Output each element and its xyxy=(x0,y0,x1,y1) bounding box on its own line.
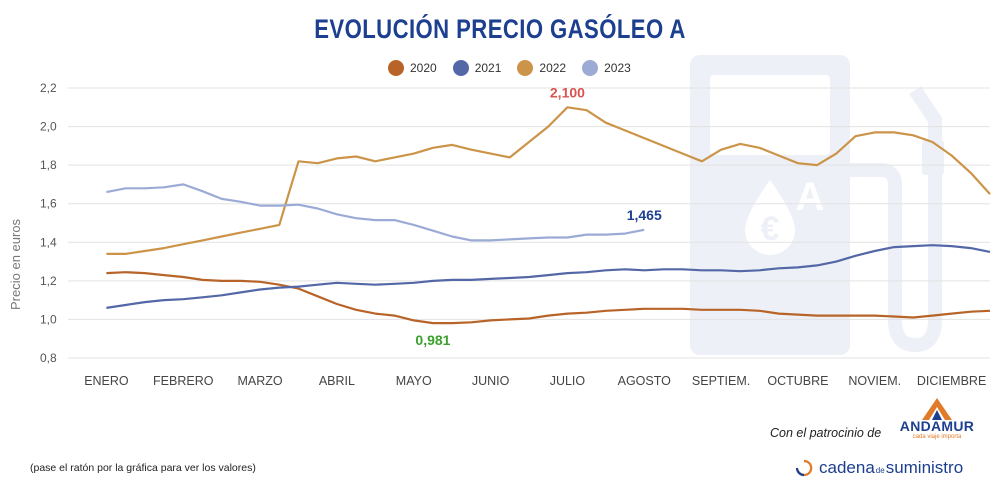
andamur-tagline: cada viaje importa xyxy=(912,434,962,440)
x-tick-label: ABRIL xyxy=(319,374,355,388)
series-lines xyxy=(106,106,991,325)
andamur-name: ANDAMUR xyxy=(899,418,975,434)
cadena-part1: cadena xyxy=(819,458,875,477)
y-tick-label: 1,4 xyxy=(40,235,57,249)
legend-label: 2021 xyxy=(474,61,502,75)
series-line-2023[interactable] xyxy=(106,183,645,242)
x-tick-label: OCTUBRE xyxy=(767,374,828,388)
sponsor-text: Con el patrocinio de xyxy=(770,426,882,440)
y-tick-label: 2,0 xyxy=(40,120,57,134)
legend-item-2022[interactable]: 2022 xyxy=(517,60,566,76)
x-tick-label: NOVIEM. xyxy=(848,374,901,388)
annotation-2020: 0,981 xyxy=(415,332,450,348)
cadena-part2: de xyxy=(875,466,885,475)
legend-item-2023[interactable]: 2023 xyxy=(582,60,631,76)
svg-text:€: € xyxy=(761,210,780,248)
x-tick-label: ENERO xyxy=(84,374,129,388)
annotation-2022: 2,100 xyxy=(550,84,585,100)
x-tick-label: FEBRERO xyxy=(153,374,214,388)
x-tick-label: JULIO xyxy=(550,374,586,388)
axes: 0,8 1,0 1,2 1,4 1,6 1,8 2,0 2,2 ENERO FEBRERO MARZ… xyxy=(8,81,986,388)
y-tick-label: 1,6 xyxy=(40,197,57,211)
legend-marker xyxy=(452,60,469,76)
legend-marker xyxy=(582,60,599,76)
svg-text:A: A xyxy=(796,175,825,219)
y-axis-label: Precio en euros xyxy=(8,218,23,310)
chart-title: EVOLUCIÓN PRECIO GASÓLEO A xyxy=(314,14,686,44)
legend: 2020 2021 2022 2023 xyxy=(388,60,631,76)
legend-label: 2022 xyxy=(539,61,567,75)
fuel-pump-icon: € A xyxy=(690,55,944,355)
x-tick-label: MARZO xyxy=(238,374,283,388)
legend-label: 2023 xyxy=(604,61,631,75)
cadena-logo[interactable]: cadena de suministro xyxy=(795,458,963,478)
x-tick-label: AGOSTO xyxy=(618,374,672,388)
series-line-2021[interactable] xyxy=(106,244,991,309)
legend-marker xyxy=(388,60,404,76)
x-tick-label: SEPTIEM. xyxy=(692,374,750,388)
cadena-refresh-icon xyxy=(795,459,813,477)
series-line-2020[interactable] xyxy=(106,271,991,325)
annotation-2023: 1,465 xyxy=(627,207,662,223)
y-tick-label: 1,0 xyxy=(40,312,57,326)
annotations: 2,100 1,465 0,981 xyxy=(415,84,662,348)
x-tick-label: JUNIO xyxy=(472,374,510,388)
x-tick-label: MAYO xyxy=(396,374,432,388)
legend-label: 2020 xyxy=(410,61,437,75)
x-tick-label: DICIEMBRE xyxy=(917,374,986,388)
y-tick-label: 0,8 xyxy=(40,351,57,365)
hover-note: (pase el ratón por la gráfica para ver l… xyxy=(30,462,256,474)
y-tick-label: 1,2 xyxy=(40,274,57,288)
series-line-2022[interactable] xyxy=(106,106,991,255)
cadena-part3: suministro xyxy=(885,458,964,477)
legend-item-2021[interactable]: 2021 xyxy=(452,60,502,76)
legend-marker xyxy=(517,60,534,76)
y-tick-label: 1,8 xyxy=(40,158,57,172)
y-tick-label: 2,2 xyxy=(40,81,57,95)
andamur-a-icon xyxy=(922,398,952,420)
andamur-logo[interactable]: ANDAMUR cada viaje importa xyxy=(892,398,982,440)
legend-item-2020[interactable]: 2020 xyxy=(388,60,437,76)
